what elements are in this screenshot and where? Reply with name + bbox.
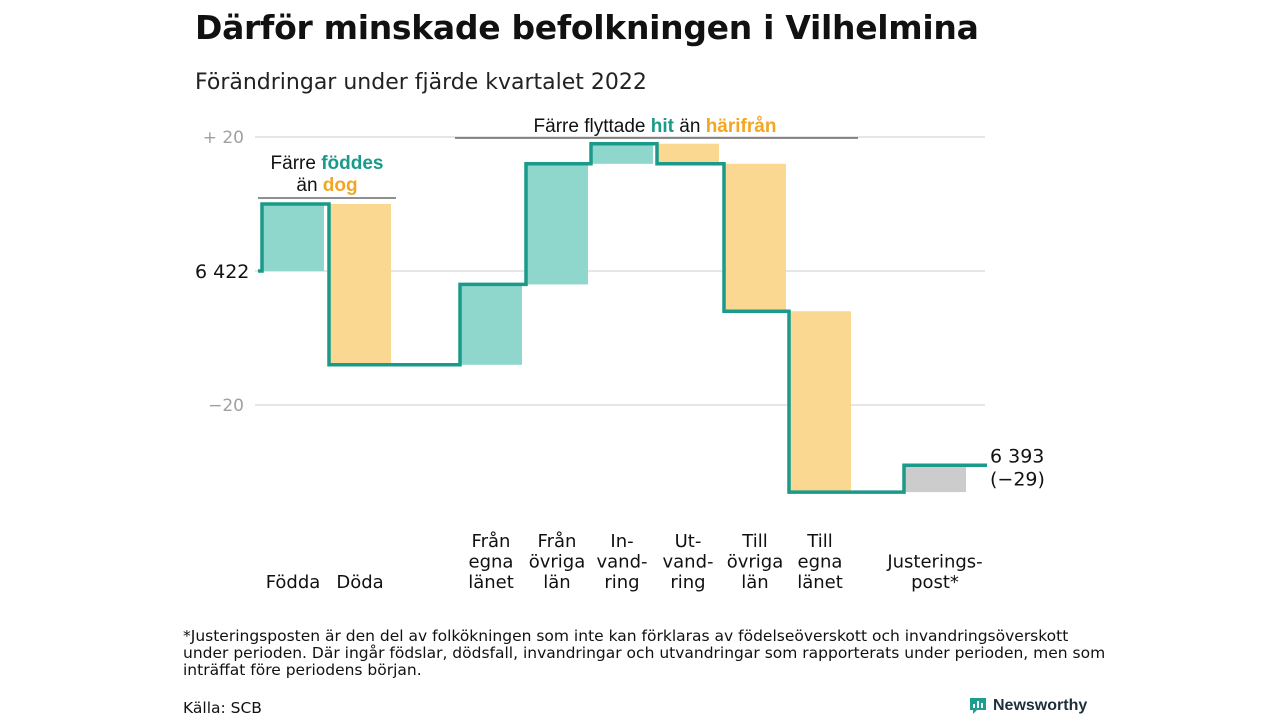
bar-till-övriga-län [724, 163, 786, 312]
annotation-births-highlight: föddes [321, 153, 383, 174]
annotation-migration-highlight-in: hit [651, 116, 675, 137]
category-label: Från [472, 531, 511, 552]
category-label: Döda [336, 572, 383, 593]
end-value-label: 6 393 [990, 445, 1044, 467]
bar-döda [329, 204, 391, 365]
annotation-deaths-highlight: dog [323, 175, 358, 196]
category-label: Till [806, 531, 832, 552]
annotation-migration-text: Färre flyttade [534, 116, 651, 137]
category-label: post* [911, 572, 959, 593]
chart-title: Därför minskade befolkningen i Vilhelmin… [195, 8, 979, 47]
category-label: län [741, 572, 768, 593]
chart-subtitle: Förändringar under fjärde kvartalet 2022 [195, 70, 647, 95]
y-tick-label: + 20 [203, 128, 244, 148]
annotation-migration: Färre flyttade hit än härifrån [534, 116, 777, 137]
annotation-births-line1: Färre föddes [271, 153, 384, 174]
category-label: länet [468, 572, 514, 593]
annotation-migration-text: än [674, 116, 706, 137]
bar-invandring [591, 143, 653, 164]
newsworthy-logo-icon [970, 698, 986, 714]
category-label: övriga [727, 552, 784, 573]
category-label: Födda [266, 572, 321, 593]
bar-till-egna-länet [789, 311, 851, 493]
bar-utvandring [657, 143, 719, 164]
bar-justeringspost- [904, 465, 966, 493]
source-note: Källa: SCB [183, 699, 262, 717]
category-label: Från [538, 531, 577, 552]
newsworthy-logo: Newsworthy [968, 696, 1087, 716]
end-change-label: (−29) [990, 468, 1045, 490]
category-label: vand- [662, 552, 713, 573]
bar-från-egna-länet [460, 284, 522, 365]
category-label: vand- [596, 552, 647, 573]
brand-name: Newsworthy [993, 697, 1088, 714]
bar-från-övriga-län [526, 163, 588, 285]
category-label: övriga [529, 552, 586, 573]
annotation-births-text: än [296, 175, 322, 196]
category-label: egna [798, 552, 843, 573]
cumulative-step-line [258, 141, 987, 494]
category-label: ring [604, 572, 639, 593]
category-label: län [543, 572, 570, 593]
annotation-migration-highlight-out: härifrån [706, 116, 777, 137]
category-label: Till [741, 531, 767, 552]
category-label: länet [797, 572, 843, 593]
annotation-births-line2: än dog [296, 175, 357, 196]
category-label: In- [610, 531, 633, 552]
footnote: *Justeringsposten är den del av folkökni… [183, 627, 1106, 679]
bar-födda [262, 204, 324, 271]
category-label: Ut- [675, 531, 702, 552]
start-value-label: 6 422 [195, 261, 249, 283]
annotation-births-text: Färre [271, 153, 322, 174]
category-label: egna [469, 552, 514, 573]
category-label: Justerings- [886, 552, 982, 573]
y-tick-label: −20 [208, 396, 244, 416]
category-label: ring [670, 572, 705, 593]
